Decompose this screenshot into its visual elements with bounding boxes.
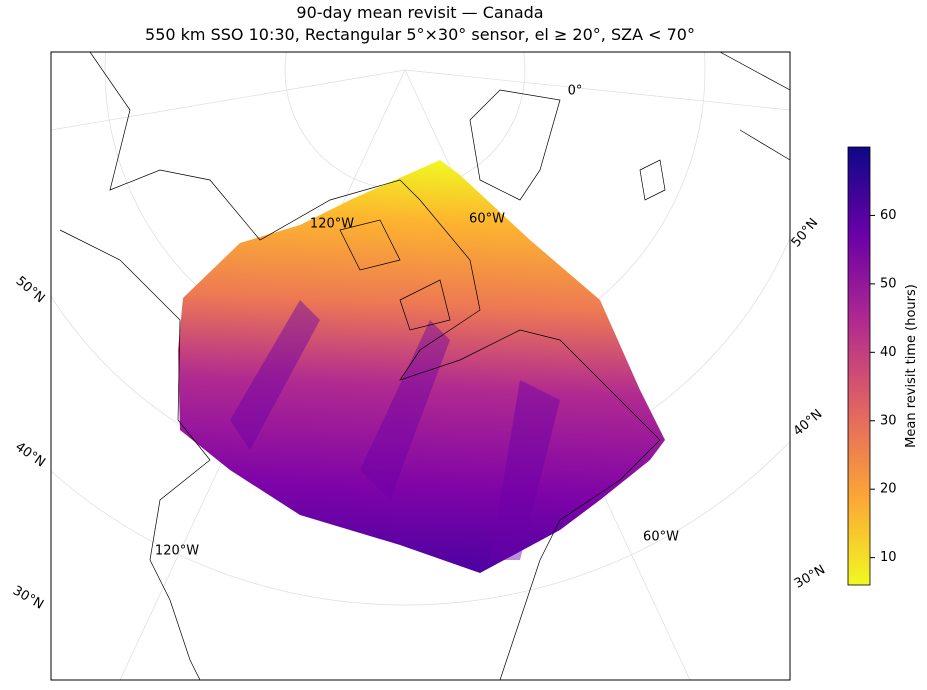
revisit-field xyxy=(178,160,665,573)
colorbar xyxy=(847,146,871,586)
coastline xyxy=(339,52,790,331)
colorbar-tick-label: 40 xyxy=(880,345,897,360)
subtitle: 550 km SSO 10:30, Rectangular 5°×30° sen… xyxy=(145,25,695,44)
map-frame xyxy=(50,51,791,681)
colorbar-tick-label: 20 xyxy=(880,482,897,497)
coastline xyxy=(59,229,211,680)
graticule-label: 30°N xyxy=(10,583,46,612)
graticule-label: 50°N xyxy=(789,216,822,251)
graticule xyxy=(51,440,790,606)
colorbar-tick-label: 50 xyxy=(880,276,897,291)
graticule-label: 0° xyxy=(568,84,583,99)
graticule-label: 120°W xyxy=(310,217,354,232)
colorbar-label: Mean revisit time (hours) xyxy=(904,284,919,448)
coastline xyxy=(89,52,661,680)
colorbar-tick-label: 10 xyxy=(880,550,897,565)
graticule-label: 40°N xyxy=(791,407,826,440)
title: 90-day mean revisit — Canada xyxy=(296,3,543,22)
graticule-label: 30°N xyxy=(792,562,828,591)
graticule-label: 60°W xyxy=(643,530,679,545)
graticule-label: 120°W xyxy=(155,544,199,559)
graticule-label: 60°W xyxy=(469,212,505,227)
revisit-field-band xyxy=(230,300,560,560)
colorbar-tick-label: 30 xyxy=(880,413,897,428)
graticule-label: 40°N xyxy=(12,439,47,470)
graticule-label: 50°N xyxy=(13,274,48,307)
colorbar-tick-label: 60 xyxy=(880,208,897,223)
